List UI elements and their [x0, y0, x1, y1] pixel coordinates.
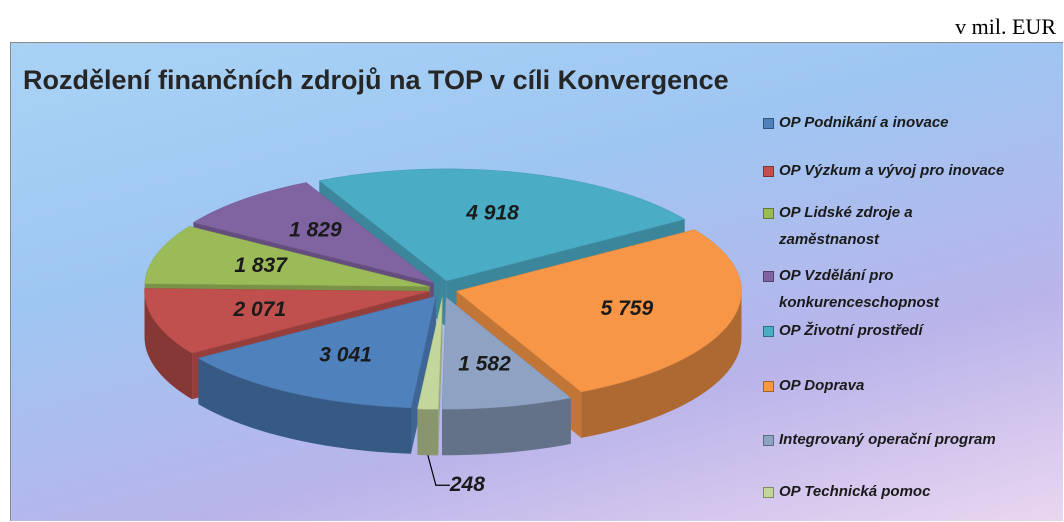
- legend-item: OP Podnikání a inovace: [763, 109, 1063, 136]
- legend-swatch: [763, 208, 774, 219]
- data-label: 248: [449, 473, 485, 496]
- legend-item: Integrovaný operační program: [763, 426, 1063, 453]
- legend-swatch: [763, 435, 774, 446]
- legend-label: OP Výzkum a vývoj pro inovace: [779, 162, 1005, 179]
- slice: [197, 295, 437, 454]
- data-label: 1 829: [289, 219, 342, 242]
- slice-top: [144, 226, 430, 287]
- legend-item: OP Doprava: [763, 372, 1063, 399]
- slice-wall: [144, 291, 193, 400]
- chart: Rozdělení finančních zdrojů na TOP v cíl…: [10, 42, 1063, 521]
- slice-top: [192, 182, 434, 284]
- legend-swatch: [763, 326, 774, 337]
- legend-swatch: [763, 487, 774, 498]
- slice: [417, 297, 443, 456]
- slice-top: [318, 168, 686, 282]
- slice-top: [144, 288, 430, 354]
- legend-label: OP Vzdělání pro konkurenceschopnost: [779, 267, 940, 311]
- legend-item: OP Lidské zdroje a zaměstnanost: [763, 199, 979, 253]
- slice-wall: [442, 397, 571, 456]
- slice-wall: [581, 291, 742, 438]
- legend-item: OP Vzdělání pro konkurenceschopnost: [763, 262, 979, 316]
- slice-wall: [198, 358, 412, 454]
- slice-wall: [417, 408, 439, 456]
- slice-top: [197, 295, 437, 409]
- legend-label: OP Životní prostředí: [779, 322, 923, 339]
- unit-note: v mil. EUR: [955, 14, 1056, 39]
- data-label: 4 918: [465, 201, 519, 224]
- leader-line: [427, 455, 450, 486]
- legend-item: OP Výzkum a vývoj pro inovace: [763, 157, 1063, 184]
- slice-top: [441, 296, 572, 410]
- legend-swatch: [763, 166, 774, 177]
- legend-swatch: [763, 118, 774, 129]
- slice-top: [417, 297, 443, 410]
- data-label: 3 041: [319, 343, 372, 366]
- legend-item: OP Technická pomoc: [763, 478, 1063, 505]
- data-label: 2 071: [232, 298, 286, 321]
- legend-label: OP Doprava: [779, 377, 865, 394]
- slice-top: [455, 229, 742, 393]
- legend-label: OP Technická pomoc: [779, 483, 931, 500]
- legend-swatch: [763, 271, 774, 282]
- data-label: 1 582: [458, 353, 511, 376]
- data-label: 5 759: [601, 297, 654, 320]
- chart-title: Rozdělení finančních zdrojů na TOP v cíl…: [23, 65, 729, 95]
- legend-swatch: [763, 381, 774, 392]
- legend-label: OP Lidské zdroje a zaměstnanost: [779, 204, 913, 248]
- legend-item: OP Životní prostředí: [763, 317, 1063, 344]
- legend-label: Integrovaný operační program: [779, 431, 996, 448]
- data-label: 1 837: [234, 254, 288, 277]
- slice: [441, 296, 572, 456]
- legend-label: OP Podnikání a inovace: [779, 114, 949, 131]
